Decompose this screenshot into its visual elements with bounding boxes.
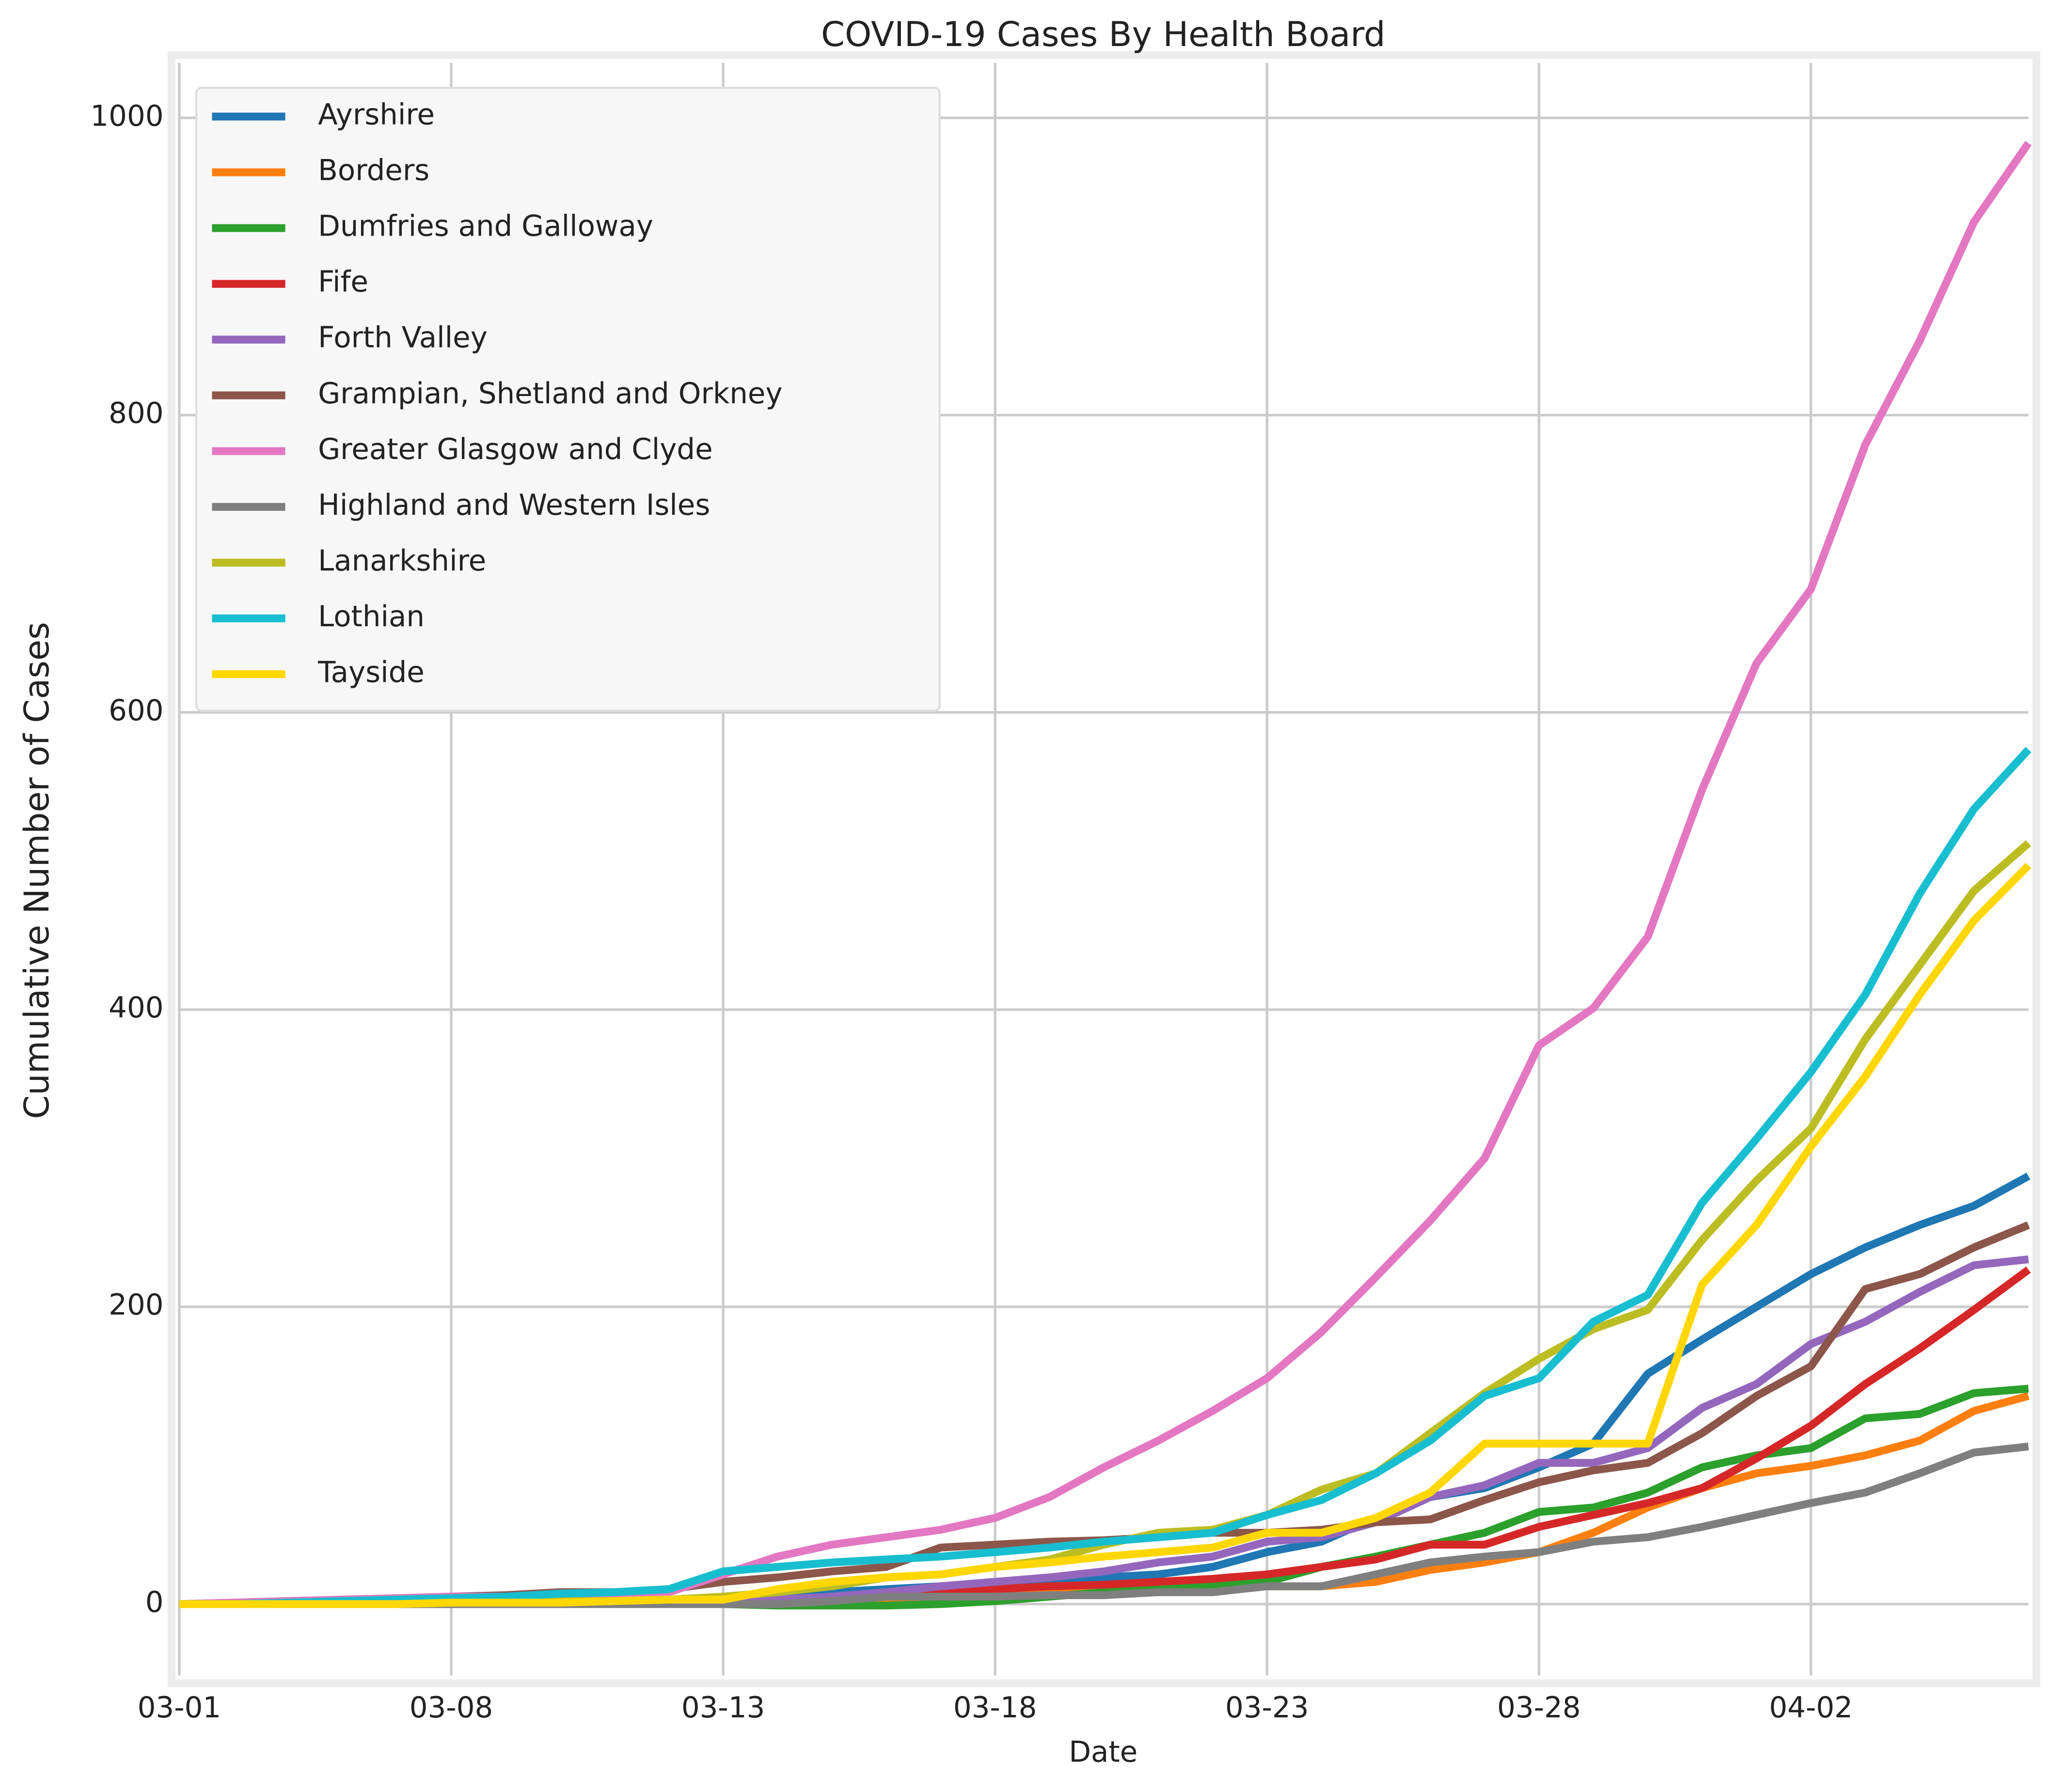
legend-box [195,87,941,712]
legend-label: Fife [318,266,368,299]
x-tick-label: 03-01 [138,1691,221,1725]
legend-label: Lothian [318,600,425,634]
legend-label: Dumfries and Galloway [318,210,653,243]
series-line [179,746,2032,1608]
x-axis-label: Date [1069,1736,1137,1769]
series-line [179,840,2031,1608]
y-tick-label: 600 [109,694,163,728]
x-tick-label: 04-02 [1769,1691,1853,1725]
y-tick-label: 400 [109,991,163,1025]
chart-title: COVID-19 Cases By Health Board [821,15,1385,54]
legend-label: Forth Valley [318,321,488,355]
y-tick-label: 200 [109,1288,163,1322]
legend-label: Tayside [317,656,425,689]
legend-label: Ayrshire [318,98,435,132]
legend-label: Grampian, Shetland and Orkney [318,377,782,411]
legend-label: Highland and Western Isles [318,489,710,522]
legend-label: Greater Glasgow and Clyde [318,433,713,466]
x-tick-label: 03-08 [410,1691,493,1725]
series-line [179,862,2032,1608]
y-tick-label: 0 [145,1586,164,1619]
x-tick-label: 03-23 [1225,1691,1309,1725]
y-tick-label: 800 [109,397,163,430]
y-axis-label: Cumulative Number of Cases [17,622,57,1119]
y-tick-label: 1000 [90,99,163,133]
axes-frame [167,51,2040,1687]
x-tick-label: 03-13 [681,1691,765,1725]
legend-label: Lanarkshire [318,544,486,578]
legend-label: Borders [318,154,429,188]
x-tick-label: 03-18 [953,1691,1037,1725]
x-tick-label: 03-28 [1497,1691,1581,1725]
